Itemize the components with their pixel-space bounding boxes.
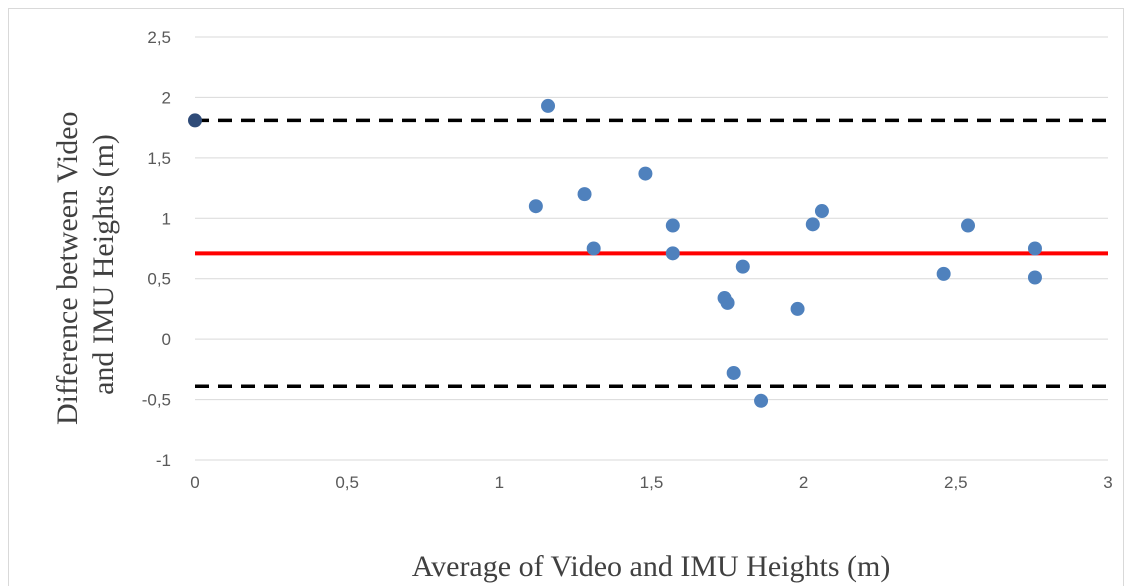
- data-point: [665, 218, 680, 233]
- data-point: [577, 187, 592, 202]
- data-points: [188, 98, 1042, 408]
- x-tick-label: 1: [495, 473, 504, 492]
- data-point: [586, 241, 601, 256]
- gridlines: [195, 36, 1108, 461]
- y-tick-label: 0,5: [147, 270, 171, 289]
- chart-frame: [8, 8, 1124, 586]
- y-tick-label: 2: [162, 88, 171, 107]
- y-tick-label: -1: [156, 451, 171, 470]
- data-point: [1027, 270, 1042, 285]
- x-tick-label: 1,5: [640, 473, 664, 492]
- y-tick-labels: -1 -0,5 0 0,5 1 1,5 2 2,5: [142, 28, 171, 470]
- data-point: [720, 295, 735, 310]
- data-point: [638, 166, 653, 181]
- data-point: [541, 98, 556, 113]
- y-tick-label: 2,5: [147, 28, 171, 47]
- data-point: [528, 199, 543, 214]
- data-point: [665, 246, 680, 261]
- x-tick-label: 0,5: [335, 473, 359, 492]
- data-point: [188, 113, 202, 128]
- y-axis-title-line-2: and IMU Heights (m): [87, 134, 120, 395]
- data-point: [805, 217, 820, 232]
- data-point: [726, 365, 741, 380]
- data-point: [790, 301, 805, 316]
- data-point: [1027, 241, 1042, 256]
- data-point: [735, 259, 750, 274]
- y-axis-title-line-1: Difference between Video: [51, 111, 84, 425]
- data-point: [814, 204, 829, 219]
- x-tick-labels: 0 0,5 1 1,5 2 2,5 3: [190, 473, 1112, 492]
- x-tick-label: 2: [799, 473, 808, 492]
- x-axis-title: Average of Video and IMU Heights (m): [412, 550, 891, 583]
- y-tick-label: 1,5: [147, 149, 171, 168]
- y-tick-label: -0,5: [142, 391, 171, 410]
- reference-lines: [195, 118, 1108, 389]
- data-point: [936, 266, 951, 281]
- x-tick-label: 3: [1103, 473, 1112, 492]
- x-tick-label: 0: [190, 473, 199, 492]
- y-tick-label: 1: [162, 209, 171, 228]
- data-point: [754, 393, 769, 408]
- x-tick-label: 2,5: [944, 473, 968, 492]
- y-tick-label: 0: [162, 330, 171, 349]
- y-axis-title: Difference between Video and IMU Heights…: [51, 104, 120, 425]
- data-point: [961, 218, 976, 233]
